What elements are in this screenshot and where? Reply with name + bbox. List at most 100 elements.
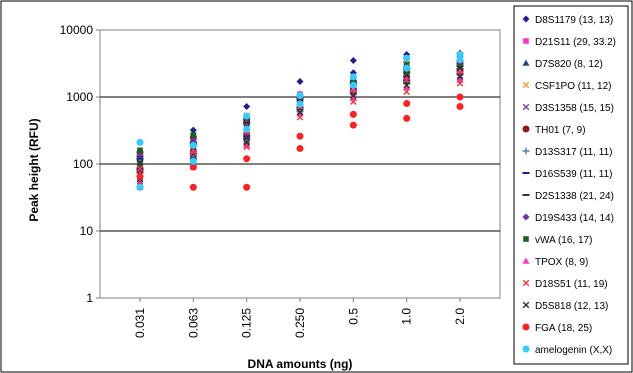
data-point: [243, 183, 251, 191]
data-point: [296, 113, 304, 121]
data-point: [349, 121, 357, 129]
data-point: [296, 100, 304, 108]
legend-marker: [522, 15, 530, 23]
data-point: [350, 98, 357, 106]
data-point: [403, 81, 410, 89]
data-point: [190, 132, 197, 138]
legend-label: D3S1358 (15, 15): [535, 103, 614, 114]
data-point: [243, 125, 251, 133]
data-point: [403, 114, 411, 122]
legend-marker: [522, 301, 530, 309]
x-tick-label: 0.5: [346, 308, 360, 325]
legend-marker: [522, 257, 530, 264]
data-point: [456, 56, 464, 64]
legend-marker: [522, 279, 530, 287]
legend-label: FGA (18, 25): [535, 323, 592, 334]
data-point: [403, 83, 411, 91]
legend-marker: [522, 213, 530, 221]
data-point: [296, 92, 304, 100]
legend-marker: [522, 103, 530, 111]
data-point: [403, 54, 411, 62]
data-point: [403, 64, 411, 72]
x-axis-tick-labels: 0.031 0.063 0.125 0.250 0.5 1.0 2.0: [133, 308, 467, 338]
legend-label: D2S1338 (21, 24): [535, 191, 614, 202]
legend-marker: [522, 323, 530, 331]
data-point: [296, 145, 304, 153]
x-axis-label: DNA amounts (ng): [248, 357, 353, 371]
legend-label: D13S317 (11, 11): [535, 147, 612, 158]
data-point: [136, 159, 144, 166]
legend-label: D19S433 (14, 14): [535, 213, 614, 224]
legend-marker: [522, 125, 530, 133]
y-tick-label: 10: [80, 224, 94, 238]
data-point: [243, 112, 251, 120]
data-point: [243, 155, 251, 163]
data-point: [243, 103, 251, 111]
legend-label: D16S539 (11, 11): [535, 169, 612, 180]
legend-label: TH01 (7, 9): [535, 125, 586, 136]
legend-label: TPOX (8, 9): [535, 257, 588, 268]
data-point: [296, 132, 304, 140]
data-point: [189, 126, 197, 134]
data-point: [137, 147, 143, 154]
legend-marker: [522, 81, 530, 89]
y-tick-label: 100: [73, 157, 93, 171]
legend-marker: [522, 59, 530, 66]
legend-marker: [522, 147, 530, 155]
data-point: [349, 110, 357, 118]
legend-label: D21S11 (29, 33.2): [535, 37, 616, 48]
legend-label: D5S818 (12, 13): [535, 301, 608, 312]
data-point: [456, 64, 464, 72]
legend-label: D18S51 (11, 19): [535, 279, 608, 290]
data-point: [136, 165, 144, 173]
x-tick-label: 2.0: [453, 308, 467, 325]
data-points: [136, 49, 464, 191]
data-point: [403, 88, 410, 95]
data-point: [349, 73, 357, 81]
y-tick-label: 1000: [66, 90, 93, 104]
legend-label: amelogenin (X,X): [535, 345, 612, 356]
x-tick-label: 1.0: [400, 308, 414, 325]
data-point: [296, 78, 304, 86]
data-point: [349, 57, 357, 65]
y-tick-label: 10000: [60, 23, 94, 37]
y-axis-tick-labels: 1 10 100 1000 10000: [60, 23, 94, 305]
data-point: [243, 139, 250, 146]
legend-label: D8S1179 (13, 13): [535, 15, 613, 26]
data-point: [456, 51, 464, 59]
legend-marker: [523, 38, 529, 44]
y-tick-label: 1: [86, 291, 93, 305]
data-point: [189, 157, 197, 165]
x-tick-label: 0.125: [240, 308, 254, 338]
data-point: [349, 81, 357, 89]
data-point: [403, 99, 411, 107]
data-point: [189, 141, 197, 149]
data-point: [189, 146, 197, 154]
legend-label: CSF1PO (11, 12): [535, 81, 612, 92]
data-point: [350, 92, 357, 99]
data-point: [296, 109, 304, 116]
data-point: [137, 161, 143, 167]
x-tick-label: 0.031: [133, 308, 147, 338]
data-point: [456, 93, 464, 101]
legend: D8S1179 (13, 13) D21S11 (29, 33.2) D7S820 …: [522, 15, 616, 356]
x-tick-label: 0.250: [293, 308, 307, 338]
legend-box: [513, 5, 629, 365]
data-point: [136, 183, 144, 191]
legend-marker: [523, 236, 529, 242]
data-point: [403, 72, 410, 79]
data-point: [403, 69, 410, 76]
data-point: [456, 103, 464, 111]
data-point: [136, 173, 144, 181]
data-point: [189, 163, 197, 171]
data-point: [189, 136, 197, 144]
data-point: [189, 183, 197, 191]
data-point: [136, 138, 144, 146]
legend-label: D7S820 (8, 12): [535, 59, 603, 70]
data-point: [456, 80, 464, 87]
x-tick-label: 0.063: [186, 308, 200, 338]
data-point: [243, 141, 251, 149]
data-point: [456, 73, 464, 81]
legend-label: vWA (16, 17): [535, 235, 592, 246]
